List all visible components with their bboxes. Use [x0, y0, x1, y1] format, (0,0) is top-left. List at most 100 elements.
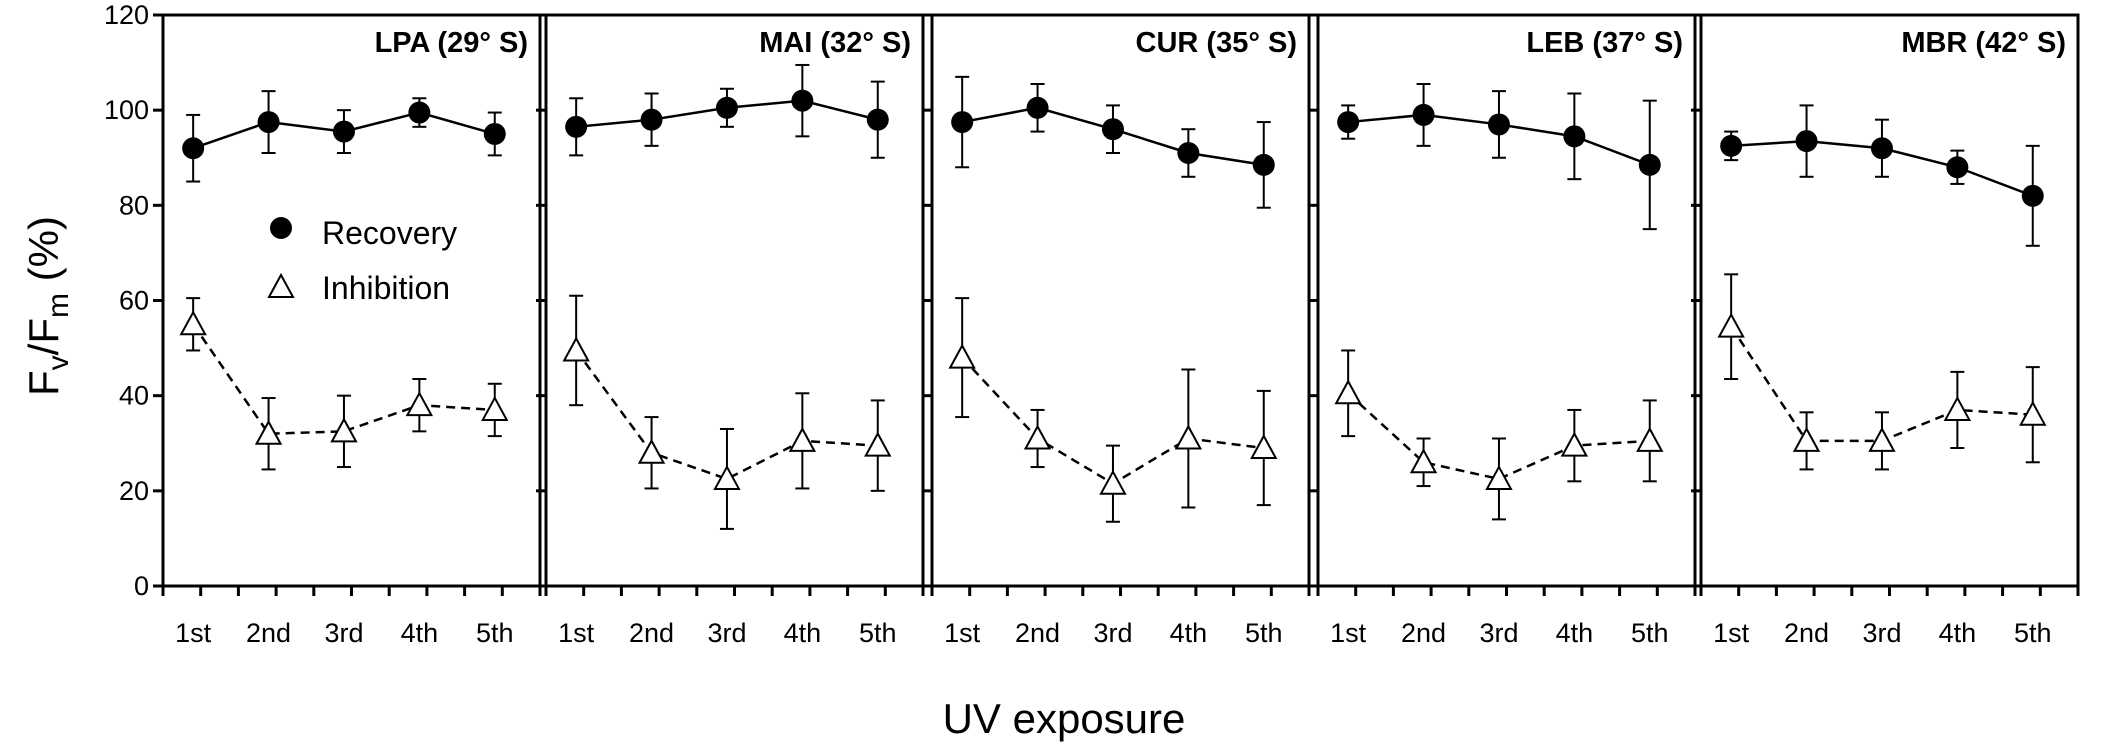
recovery-point	[1101, 118, 1124, 141]
inhibition-line	[575, 349, 878, 481]
x-tick-label: 5th	[2014, 618, 2052, 648]
x-tick-label: 2nd	[1015, 618, 1060, 648]
series-inhibition	[1717, 273, 2047, 471]
recovery-point	[1795, 130, 1818, 153]
y-axis-title-sub2: m	[42, 293, 75, 318]
x-tick-label: 4th	[1556, 618, 1594, 648]
y-tick-label: 120	[104, 0, 149, 30]
x-tick-label: 3rd	[707, 618, 746, 648]
recovery-point	[1946, 156, 1969, 179]
series-recovery	[565, 63, 889, 159]
inhibition-point	[1174, 424, 1203, 450]
recovery-point	[1177, 141, 1200, 164]
series-inhibition	[179, 297, 509, 471]
panel-title: MBR (42° S)	[1901, 27, 2066, 59]
recovery-point	[1252, 153, 1275, 176]
x-tick-label: 1st	[944, 618, 981, 648]
panel-5: 1st 2nd 3rd 4th 5th MBR (42° S)	[1691, 13, 2080, 648]
x-tick-label: 4th	[1939, 618, 1977, 648]
recovery-point	[257, 111, 280, 134]
recovery-point	[951, 111, 974, 134]
recovery-point	[332, 120, 355, 143]
inhibition-point	[948, 343, 976, 369]
x-tick-label: 5th	[859, 618, 897, 648]
inhibition-point	[1023, 424, 1052, 450]
panel-2: 1st 2nd 3rd 4th 5th MAI (32° S)	[536, 13, 925, 648]
x-tick-label: 4th	[401, 618, 439, 648]
inhibition-point	[330, 417, 358, 443]
y-axis-title-main: F	[20, 370, 67, 396]
legend: Recovery Inhibition	[267, 215, 457, 306]
x-tick-label: 3rd	[1479, 618, 1518, 648]
panel-frame	[1316, 13, 1697, 588]
x-tick-label: 5th	[1631, 618, 1669, 648]
x-axis-title: UV exposure	[943, 695, 1186, 742]
recovery-point	[791, 89, 814, 112]
panel-frame	[1699, 13, 2080, 588]
x-tick-label: 1st	[558, 618, 595, 648]
inhibition-point	[1485, 464, 1513, 490]
recovery-point	[866, 108, 889, 131]
recovery-point	[408, 101, 431, 124]
recovery-point	[1412, 103, 1435, 126]
y-axis-title-unit: (%)	[20, 216, 67, 293]
inhibition-point	[1943, 395, 1972, 421]
inhibition-point	[713, 464, 741, 490]
legend-recovery-marker	[270, 217, 292, 239]
recovery-point	[565, 115, 588, 138]
inhibition-point	[562, 336, 590, 362]
recovery-point	[1026, 96, 1049, 119]
x-tick-label: 4th	[1170, 618, 1208, 648]
y-tick-label: 40	[119, 381, 149, 411]
inhibition-point	[481, 395, 509, 421]
series-recovery	[1720, 104, 2044, 247]
inhibition-point	[1868, 426, 1896, 452]
legend-recovery-label: Recovery	[322, 215, 457, 251]
recovery-point	[1870, 137, 1893, 160]
series-recovery	[1337, 82, 1661, 231]
recovery-point	[483, 122, 506, 145]
y-tick-label: 100	[104, 95, 149, 125]
panel-3: 1st 2nd 3rd 4th 5th CUR (35° S)	[922, 13, 1311, 648]
panel-title: LEB (37° S)	[1526, 27, 1683, 59]
inhibition-point	[788, 426, 817, 452]
x-tick-label: 5th	[1245, 618, 1283, 648]
inhibition-point	[1334, 379, 1362, 405]
panel-title: LPA (29° S)	[375, 27, 528, 59]
inhibition-point	[637, 438, 666, 464]
inhibition-point	[2019, 400, 2047, 426]
x-tick-label: 5th	[476, 618, 514, 648]
x-tick-label: 2nd	[629, 618, 674, 648]
x-tick-label: 2nd	[1401, 618, 1446, 648]
recovery-point	[1563, 125, 1586, 148]
panel-frame	[930, 13, 1311, 588]
panels: 1st 2nd 3rd 4th 5th LPA (29° S) 1st 2nd 3rd 4th 5t…	[153, 13, 2080, 648]
y-axis-title: Fv/Fm (%)	[20, 216, 75, 396]
y-axis-title-sub1: v	[42, 355, 75, 370]
legend-inhibition-marker	[267, 272, 295, 298]
inhibition-point	[1560, 431, 1589, 457]
x-tick-label: 1st	[1713, 618, 1750, 648]
inhibition-point	[1250, 433, 1278, 460]
x-tick-label: 3rd	[324, 618, 363, 648]
y-tick-label: 0	[134, 571, 149, 601]
recovery-point	[1720, 134, 1743, 157]
inhibition-point	[405, 391, 434, 417]
series-inhibition	[1334, 349, 1664, 521]
x-tick-label: 2nd	[246, 618, 291, 648]
inhibition-point	[179, 310, 207, 336]
y-axis-title-mid: /F	[20, 318, 67, 355]
inhibition-point	[1717, 312, 1745, 338]
series-recovery	[182, 90, 506, 183]
x-tick-label: 2nd	[1784, 618, 1829, 648]
y-tick-label: 60	[119, 286, 149, 316]
series-inhibition	[948, 297, 1278, 523]
recovery-point	[182, 137, 205, 160]
x-tick-label: 1st	[1330, 618, 1367, 648]
inhibition-point	[864, 431, 892, 457]
inhibition-point	[1792, 426, 1821, 452]
y-tick-label: 20	[119, 476, 149, 506]
inhibition-point	[1636, 426, 1664, 452]
x-tick-label: 3rd	[1862, 618, 1901, 648]
